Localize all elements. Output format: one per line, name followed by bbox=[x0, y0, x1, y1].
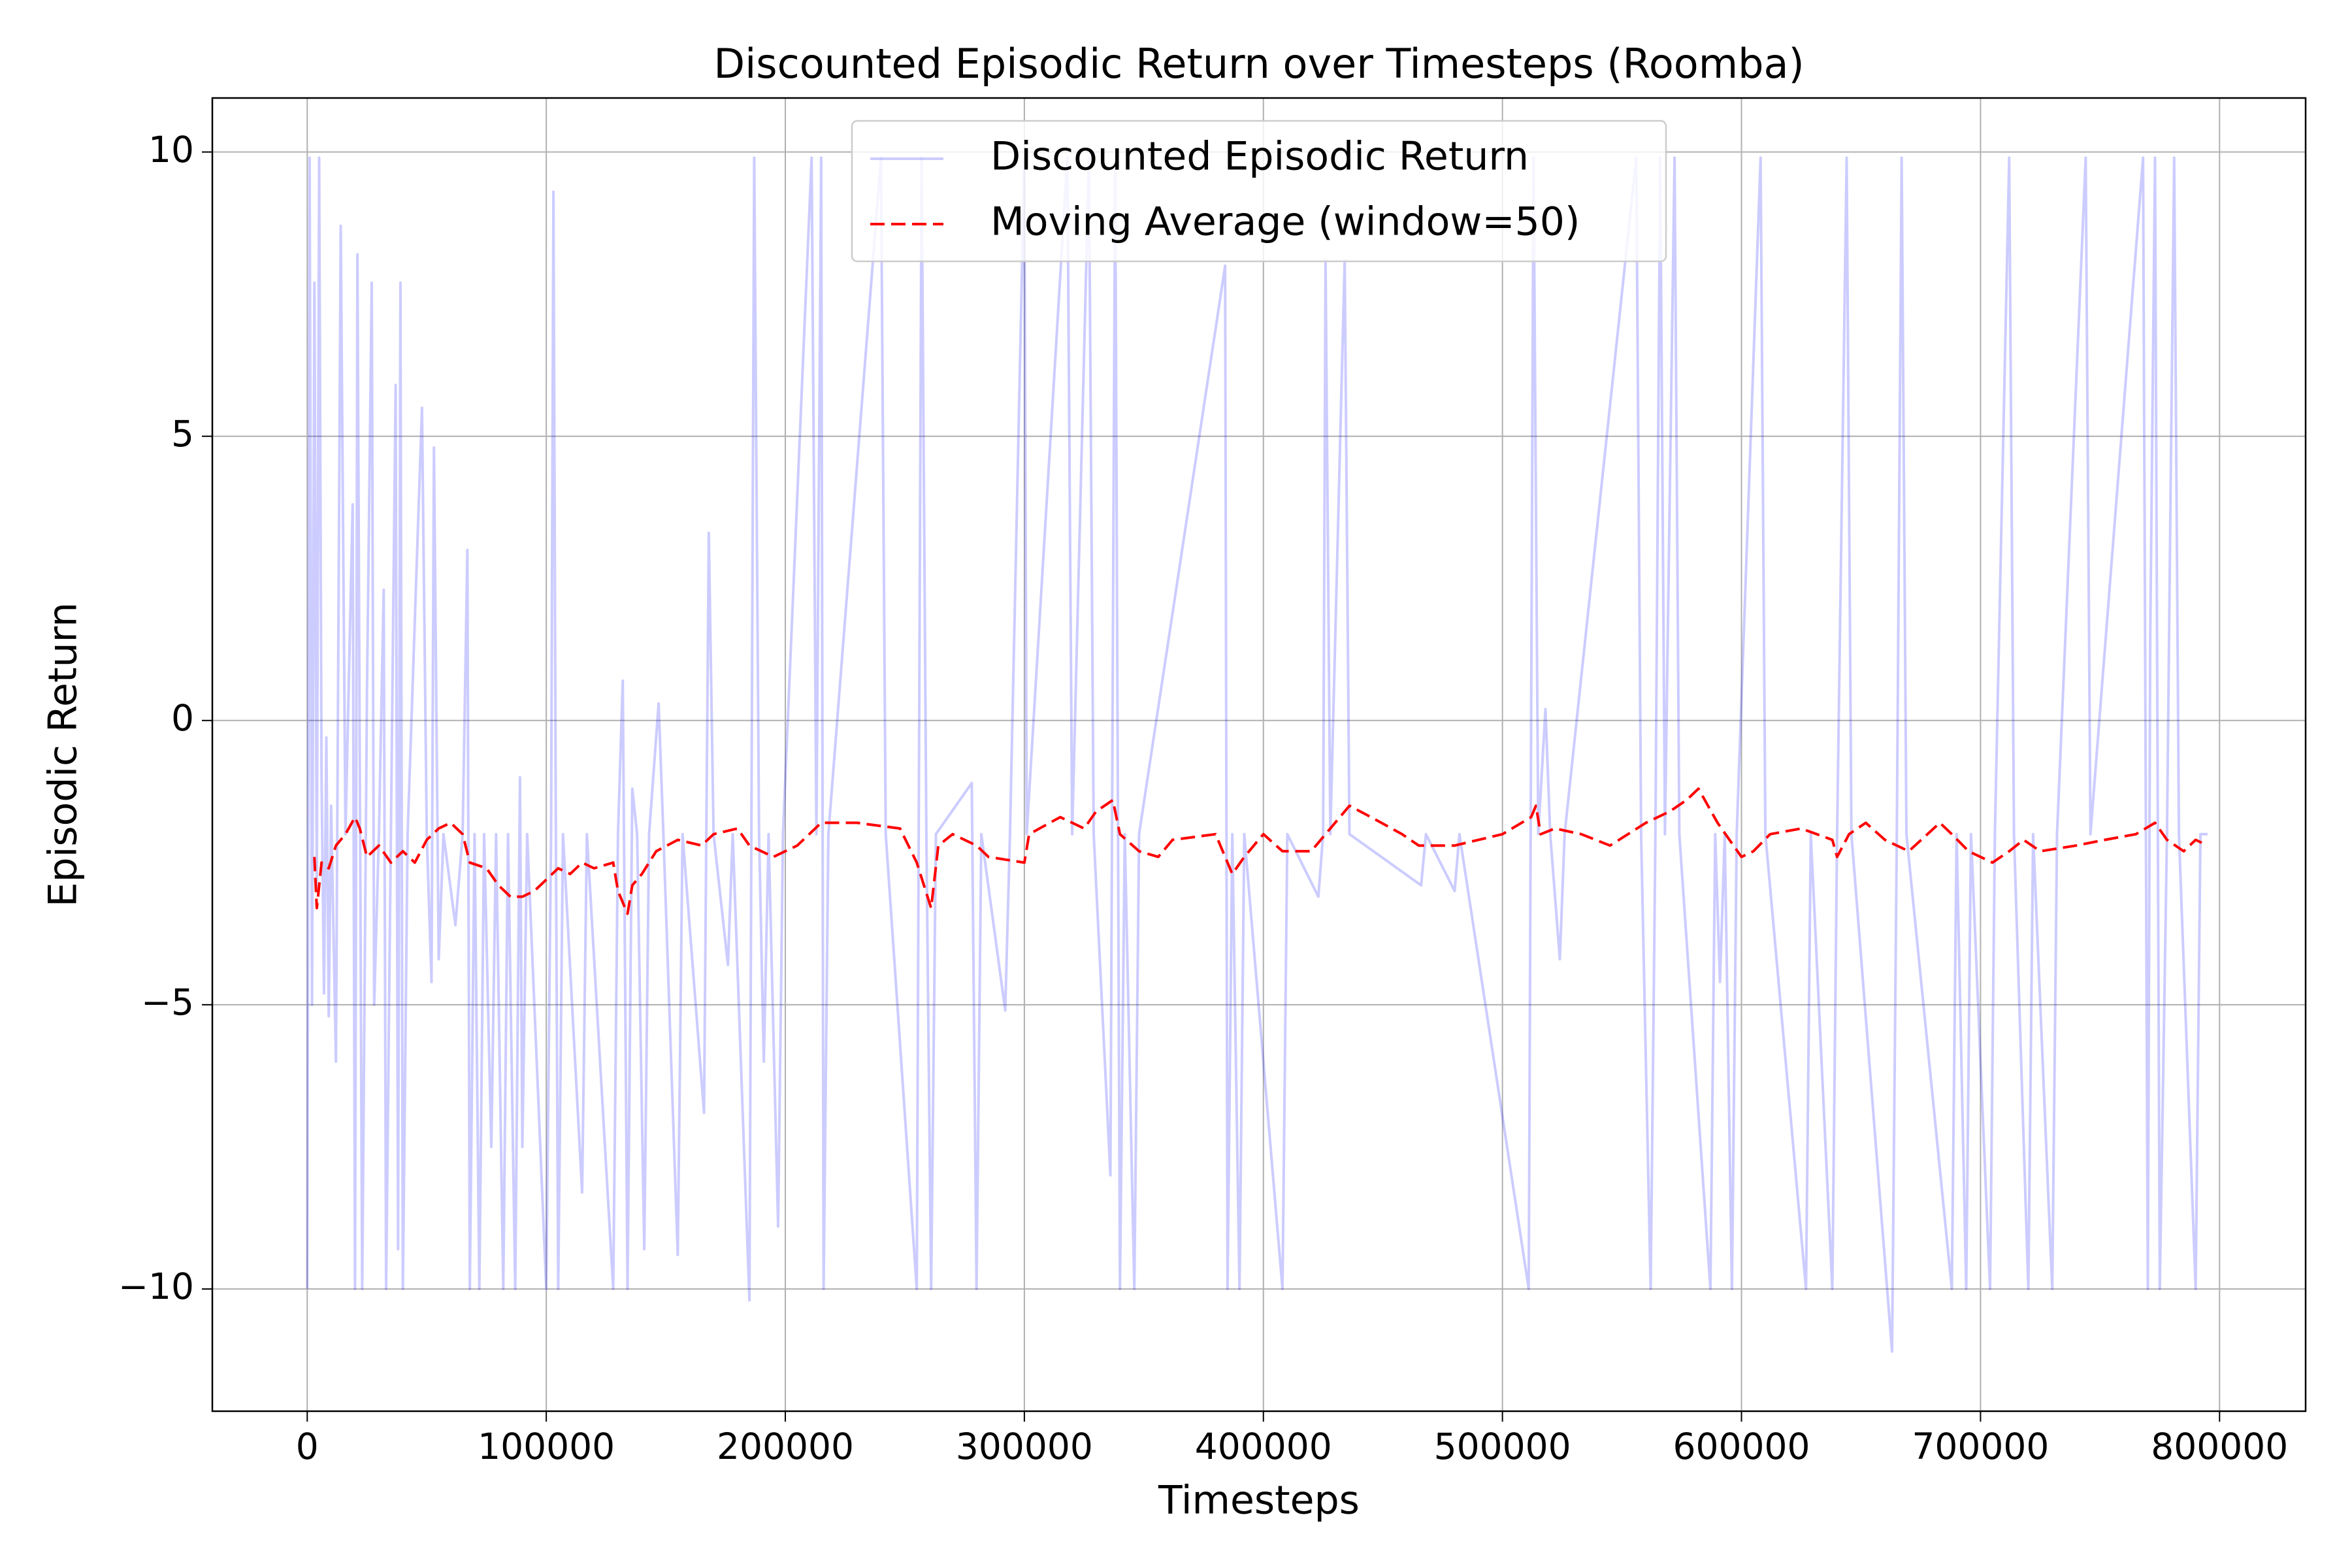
x-tick-label: 500000 bbox=[1434, 1426, 1571, 1467]
legend-box bbox=[851, 120, 1667, 263]
y-axis-label: Episodic Return bbox=[41, 602, 86, 907]
legend-label: Moving Average (window=50) bbox=[990, 199, 1580, 245]
x-tick-label: 600000 bbox=[1673, 1426, 1810, 1467]
y-tick-label: −10 bbox=[118, 1266, 194, 1307]
y-tick-label: 10 bbox=[148, 129, 194, 171]
x-tick-label: 100000 bbox=[478, 1426, 615, 1467]
x-tick-label: 300000 bbox=[956, 1426, 1093, 1467]
y-tick-label: −5 bbox=[141, 981, 194, 1023]
y-tick-label: 5 bbox=[171, 413, 194, 455]
x-tick-label: 700000 bbox=[1912, 1426, 2049, 1467]
y-tick-label: 0 bbox=[171, 697, 194, 739]
plot-frame bbox=[211, 97, 2307, 1413]
series-line bbox=[313, 787, 2208, 915]
x-tick-label: 200000 bbox=[717, 1426, 854, 1467]
x-axis-label: Timesteps bbox=[1158, 1478, 1360, 1524]
series-line bbox=[306, 156, 2208, 1353]
legend-label: Discounted Episodic Return bbox=[990, 134, 1529, 180]
x-tick-label: 400000 bbox=[1195, 1426, 1332, 1467]
x-tick-label: 800000 bbox=[2151, 1426, 2288, 1467]
x-tick-label: 0 bbox=[296, 1426, 319, 1467]
chart-title: Discounted Episodic Return over Timestep… bbox=[713, 40, 1804, 88]
